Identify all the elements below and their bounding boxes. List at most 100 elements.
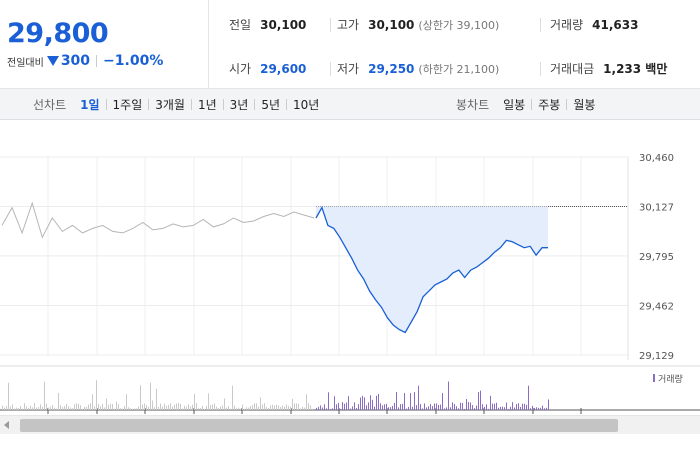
stat-volume: 거래량 41,633	[550, 16, 638, 33]
volume-bar	[172, 406, 173, 410]
scroll-thumb[interactable]	[20, 419, 618, 432]
divider	[330, 62, 331, 76]
volume-bar	[332, 408, 333, 410]
volume-bar	[22, 408, 23, 410]
price-chart[interactable]: 30,460 30,127 29,795 29,462 29,129 거래량	[0, 120, 700, 415]
volume-bar	[426, 407, 427, 410]
stat-value: 1,233 백만	[603, 62, 668, 76]
volume-bar	[462, 402, 463, 410]
volume-bar	[24, 403, 25, 410]
volume-bar	[214, 403, 215, 410]
tab-3m[interactable]: 3개월	[155, 98, 185, 112]
volume-bar	[114, 408, 115, 410]
volume-bar	[184, 405, 185, 410]
today-area	[316, 206, 548, 333]
tab-1y[interactable]: 1년	[197, 98, 217, 112]
volume-bar	[348, 396, 349, 410]
volume-bar	[236, 408, 237, 410]
period-tab-bar: 선차트 1일 1주일 3개월 1년 3년 5년 10년 봉차트 일봉 주봉 월봉	[0, 89, 700, 120]
volume-bar	[288, 405, 289, 410]
volume-bar	[262, 404, 263, 410]
volume-bar	[10, 406, 11, 410]
volume-bar	[242, 404, 243, 410]
volume-bar	[38, 407, 39, 410]
volume-bar	[350, 408, 351, 410]
volume-bar	[548, 399, 549, 410]
volume-bar	[356, 407, 357, 410]
volume-bar	[318, 406, 319, 410]
volume-bar	[216, 406, 217, 410]
volume-bar	[46, 403, 47, 410]
volume-bar	[106, 398, 107, 410]
volume-bar	[228, 405, 229, 410]
volume-bar	[540, 407, 541, 410]
change-percent: −1.00%	[103, 53, 164, 69]
volume-bar	[446, 407, 447, 410]
volume-bar	[70, 407, 71, 410]
volume-bar	[290, 406, 291, 410]
volume-bar	[26, 406, 27, 410]
volume-bar	[320, 405, 321, 410]
volume-bar	[182, 408, 183, 410]
tab-weekly[interactable]: 주봉	[538, 98, 561, 112]
tab-1d[interactable]: 1일	[80, 98, 100, 112]
volume-bar	[296, 403, 297, 410]
volume-bar	[52, 405, 53, 410]
volume-bar	[164, 403, 165, 410]
volume-bar	[40, 404, 41, 410]
volume-bar	[122, 408, 123, 410]
volume-bar	[286, 404, 287, 410]
volume-bar	[124, 406, 125, 410]
tab-10y[interactable]: 10년	[293, 98, 320, 112]
tab-3y[interactable]: 3년	[229, 98, 249, 112]
volume-bar	[362, 395, 363, 410]
volume-bar	[546, 407, 547, 410]
volume-bar	[512, 402, 513, 410]
tab-1w[interactable]: 1주일	[112, 98, 143, 112]
volume-bar	[86, 406, 87, 410]
volume-bar	[80, 405, 81, 410]
volume-bar	[496, 402, 497, 410]
scroll-left-arrow-icon[interactable]	[4, 421, 9, 429]
tab-daily[interactable]: 일봉	[503, 98, 526, 112]
volume-bar	[394, 402, 395, 410]
volume-bar	[130, 408, 131, 410]
volume-bar	[112, 404, 113, 410]
chart-scrollbar[interactable]	[0, 415, 700, 434]
volume-bar	[18, 408, 19, 410]
volume-bar	[440, 404, 441, 410]
volume-bar	[240, 408, 241, 410]
volume-bar	[384, 404, 385, 410]
volume-bar	[94, 406, 95, 410]
volume-bar	[14, 408, 15, 410]
volume-bar	[306, 394, 307, 410]
volume-bar	[524, 403, 525, 410]
volume-bar	[400, 404, 401, 410]
volume-bar	[264, 403, 265, 410]
volume-bar	[68, 406, 69, 410]
volume-bar	[126, 394, 127, 410]
volume-bar	[204, 408, 205, 410]
volume-bar	[76, 403, 77, 410]
volume-bar	[284, 406, 285, 410]
volume-bar	[148, 406, 149, 410]
volume-bar	[8, 382, 9, 410]
volume-bar	[180, 404, 181, 410]
prev-day-line	[1, 201, 315, 239]
volume-bar	[402, 403, 403, 410]
volume-bar	[222, 405, 223, 410]
tab-5y[interactable]: 5년	[261, 98, 281, 112]
volume-bar	[88, 404, 89, 410]
stat-limit: (상한가 39,100)	[418, 19, 500, 32]
y-tick-label: 29,462	[639, 301, 674, 312]
tab-monthly[interactable]: 월봉	[573, 98, 596, 112]
volume-bar	[450, 407, 451, 410]
volume-bar	[516, 404, 517, 410]
volume-bar	[256, 403, 257, 410]
volume-bar	[132, 408, 133, 410]
divider	[254, 99, 256, 110]
volume-bar	[54, 407, 55, 410]
volume-bar	[404, 393, 405, 410]
candle-chart-tabs: 봉차트 일봉 주봉 월봉	[456, 89, 595, 120]
volume-bar	[354, 402, 355, 410]
